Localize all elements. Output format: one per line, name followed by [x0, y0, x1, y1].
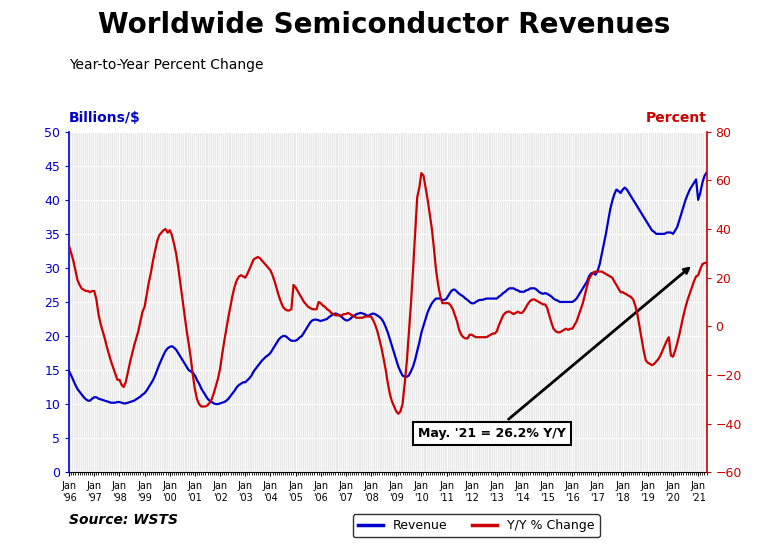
Legend: Revenue, Y/Y % Change: Revenue, Y/Y % Change — [353, 514, 600, 537]
Text: Billions/$: Billions/$ — [69, 111, 141, 125]
Text: Year-to-Year Percent Change: Year-to-Year Percent Change — [69, 58, 263, 72]
Text: Percent: Percent — [646, 111, 707, 125]
Text: May. '21 = 26.2% Y/Y: May. '21 = 26.2% Y/Y — [418, 268, 689, 440]
Text: Source: WSTS: Source: WSTS — [69, 513, 178, 527]
Text: Worldwide Semiconductor Revenues: Worldwide Semiconductor Revenues — [98, 11, 670, 39]
